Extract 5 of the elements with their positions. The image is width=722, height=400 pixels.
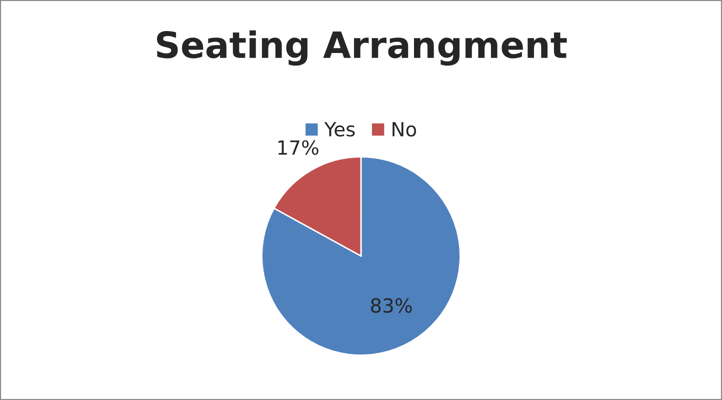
legend-label: No	[392, 122, 416, 137]
data-label: 17%	[278, 140, 318, 155]
legend-label: Yes	[324, 122, 355, 137]
chart-title: Seating Arrangment	[156, 30, 567, 66]
data-label: 83%	[371, 298, 412, 313]
